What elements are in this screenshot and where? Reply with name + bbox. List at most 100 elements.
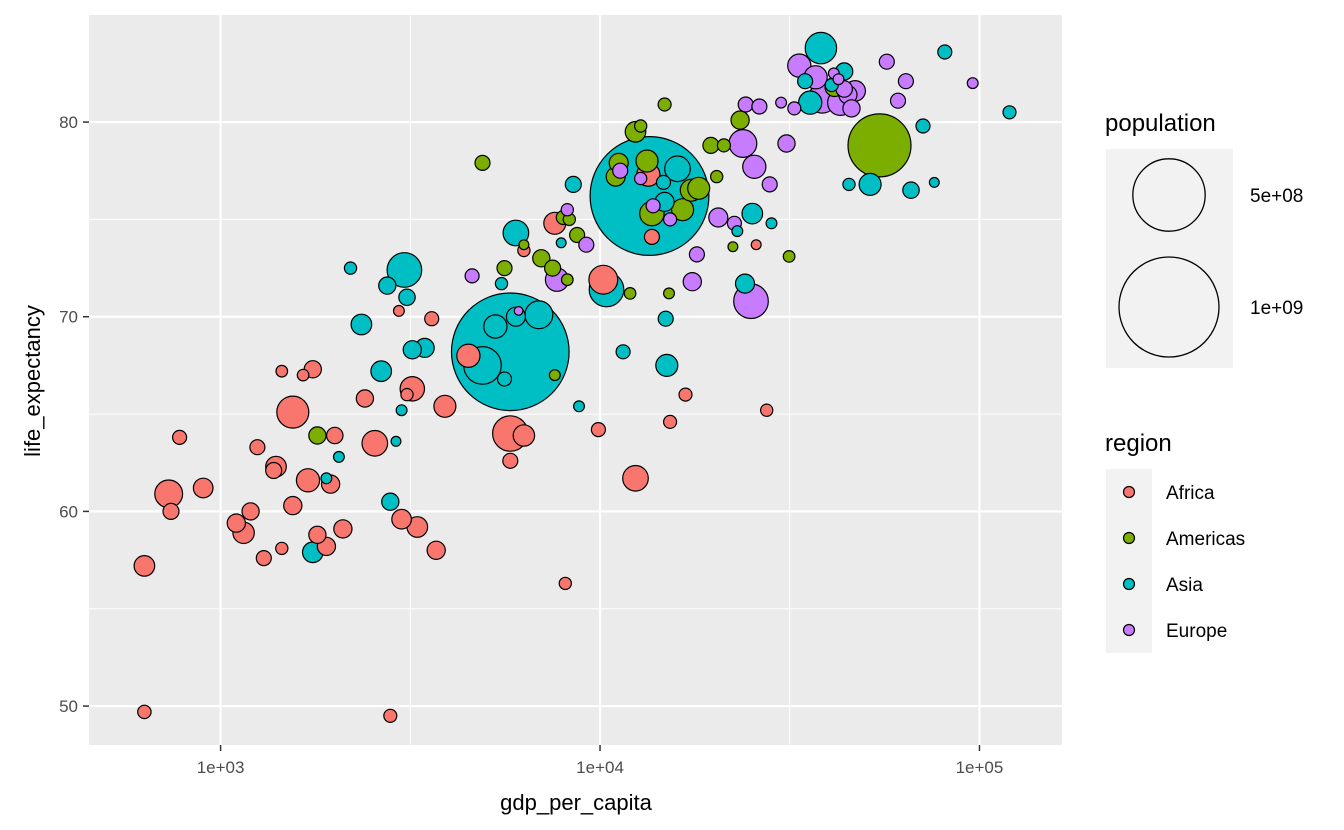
size-legend-key <box>1118 256 1220 358</box>
data-point-africa <box>275 364 289 378</box>
data-point-africa <box>662 414 678 429</box>
data-point-americas <box>548 369 561 382</box>
data-point-asia <box>937 44 953 60</box>
data-point-americas <box>702 136 720 154</box>
data-point-europe <box>682 272 703 292</box>
data-point-americas <box>496 260 513 277</box>
y-tick-label: 80 <box>59 113 78 132</box>
data-point-africa <box>172 429 188 445</box>
data-point-africa <box>588 264 619 295</box>
data-point-africa <box>255 549 272 567</box>
data-point-africa <box>308 525 327 545</box>
color-legend-key-background <box>1106 469 1152 653</box>
data-points <box>133 31 1017 723</box>
size-legend-label: 5e+08 <box>1250 186 1303 207</box>
color-legend-swatch <box>1122 577 1136 591</box>
data-point-asia <box>655 353 679 377</box>
x-tick-label: 1e+03 <box>197 758 245 777</box>
size-legend-key <box>1132 158 1206 232</box>
data-point-asia <box>915 118 931 134</box>
data-point-europe <box>878 53 895 70</box>
data-point-africa <box>383 708 398 723</box>
data-point-europe <box>578 236 595 253</box>
data-point-asia <box>804 31 838 65</box>
y-tick-label: 50 <box>59 697 78 716</box>
data-point-asia <box>564 175 582 193</box>
data-point-africa <box>361 429 389 457</box>
data-point-asia <box>734 273 756 294</box>
data-point-americas <box>847 113 912 178</box>
x-axis-title: gdp_per_capita <box>500 790 652 815</box>
data-point-africa <box>622 464 649 492</box>
data-point-americas <box>687 176 711 200</box>
data-point-europe <box>645 198 661 214</box>
data-point-africa <box>241 502 260 521</box>
data-point-americas <box>782 249 796 263</box>
data-point-europe <box>832 73 845 86</box>
data-point-asia <box>350 313 373 336</box>
data-point-europe <box>464 268 480 284</box>
data-point-europe <box>688 246 706 263</box>
data-point-europe <box>737 96 754 113</box>
data-point-asia <box>378 276 397 295</box>
y-axis-ticks: 50 60 70 80 <box>59 113 89 716</box>
data-point-asia <box>664 155 691 183</box>
color-legend-label: Asia <box>1166 575 1203 596</box>
data-point-africa <box>456 343 481 368</box>
data-point-europe <box>761 176 778 193</box>
data-point-africa <box>392 304 405 317</box>
data-point-americas <box>560 273 574 287</box>
data-point-americas <box>662 287 675 300</box>
data-point-africa <box>590 422 607 438</box>
data-point-europe <box>897 73 915 90</box>
data-point-africa <box>760 403 774 417</box>
data-point-europe <box>751 98 768 115</box>
data-point-americas <box>308 426 327 445</box>
y-tick-label: 70 <box>59 308 78 327</box>
color-legend-label: Africa <box>1166 483 1215 504</box>
color-legend-swatch <box>1122 485 1136 499</box>
data-point-asia <box>381 492 400 511</box>
data-point-americas <box>634 119 648 133</box>
data-point-asia <box>320 472 333 485</box>
data-point-africa <box>265 461 283 480</box>
data-point-africa <box>276 395 310 429</box>
data-point-asia <box>657 310 674 327</box>
data-point-africa <box>558 576 573 591</box>
data-point-europe <box>775 96 788 109</box>
data-point-europe <box>634 171 648 186</box>
data-point-africa <box>678 387 693 402</box>
data-point-africa <box>424 311 440 327</box>
data-point-africa <box>226 513 246 533</box>
data-point-africa <box>295 468 321 493</box>
data-point-asia <box>483 314 508 339</box>
size-legend-label: 1e+09 <box>1250 298 1303 319</box>
data-point-africa <box>333 519 353 539</box>
data-point-europe <box>842 99 861 118</box>
data-point-asia <box>796 73 814 90</box>
data-point-africa <box>162 502 180 520</box>
y-axis-title: life_expectancy <box>20 305 45 457</box>
data-point-europe <box>612 162 629 179</box>
data-point-americas <box>518 239 530 251</box>
data-point-africa <box>283 495 303 516</box>
data-point-americas <box>543 259 562 277</box>
data-point-africa <box>643 228 661 245</box>
data-point-asia <box>386 252 423 288</box>
size-legend: population 5e+08 1e+09 <box>1105 110 1303 368</box>
data-point-africa <box>133 555 156 577</box>
data-point-africa <box>400 387 414 402</box>
data-point-asia <box>858 172 882 196</box>
color-legend-label: Americas <box>1166 529 1245 550</box>
data-point-asia <box>502 219 530 247</box>
data-point-africa <box>296 368 310 382</box>
data-point-asia <box>555 237 567 249</box>
x-tick-label: 1e+05 <box>956 758 1004 777</box>
data-point-asia <box>496 371 513 387</box>
data-point-europe <box>889 92 907 109</box>
data-point-europe <box>708 207 729 228</box>
size-legend-key-background <box>1106 149 1233 368</box>
data-point-africa <box>750 239 762 251</box>
data-point-americas <box>710 169 724 184</box>
